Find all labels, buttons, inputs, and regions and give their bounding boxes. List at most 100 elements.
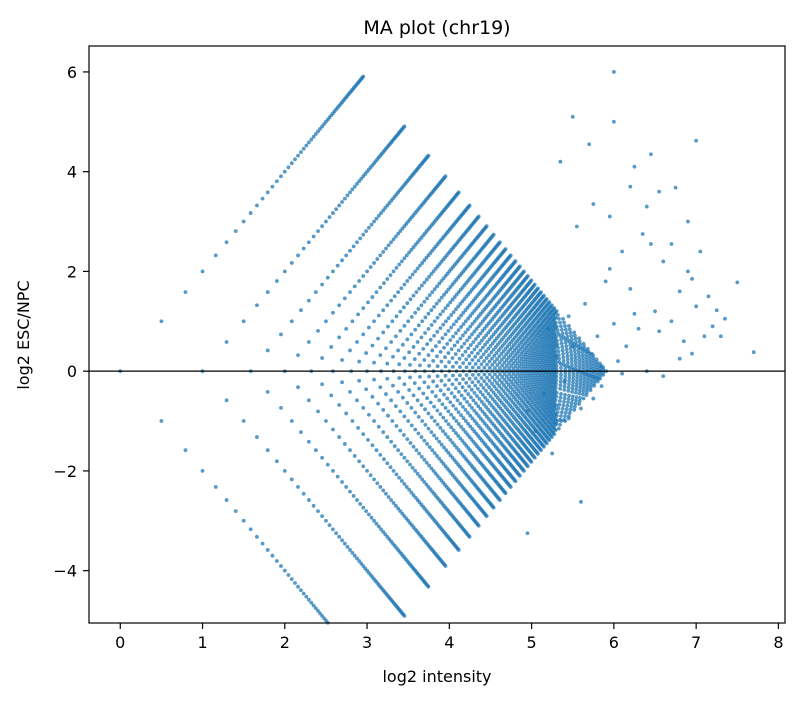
scatter-point [399, 479, 404, 483]
scatter-point [555, 410, 560, 414]
scatter-point [584, 360, 589, 365]
scatter-point [423, 407, 427, 412]
scatter-point [576, 351, 581, 355]
scatter-point [542, 391, 546, 396]
scatter-point [453, 352, 458, 357]
scatter-point [304, 594, 309, 599]
scatter-point [493, 393, 498, 398]
scatter-point [554, 360, 559, 364]
scatter-point [397, 262, 402, 267]
scatter-point [400, 342, 405, 347]
scatter-point [577, 388, 582, 393]
scatter-point [456, 410, 461, 415]
scatter-point [491, 390, 496, 395]
scatter-point [492, 360, 497, 364]
scatter-point [413, 327, 418, 332]
scatter-point [459, 345, 464, 349]
scatter-point [355, 498, 359, 502]
scatter-point [673, 185, 678, 190]
scatter-point [495, 375, 500, 380]
scatter-point [372, 219, 376, 224]
scatter-point [255, 303, 259, 308]
scatter-point [573, 404, 577, 409]
scatter-point [588, 359, 593, 364]
scatter-point [476, 414, 481, 418]
scatter-point [562, 396, 567, 401]
scatter-point [386, 324, 390, 329]
scatter-point [574, 364, 578, 369]
scatter-point [340, 258, 344, 263]
scatter-point [579, 406, 583, 411]
scatter-point [324, 518, 328, 523]
scatter-point [467, 361, 472, 366]
scatter-point [472, 419, 477, 423]
scatter-point [497, 240, 502, 245]
scatter-point [607, 214, 612, 219]
scatter-point [420, 319, 425, 324]
scatter-point [599, 364, 604, 369]
scatter-point [289, 161, 294, 166]
scatter-point [487, 378, 492, 383]
scatter-point [479, 399, 484, 404]
scatter-point [649, 242, 653, 246]
scatter-point [439, 459, 444, 464]
scatter-point [463, 430, 468, 435]
scatter-point [449, 347, 454, 352]
scatter-point [289, 577, 294, 582]
scatter-point [573, 401, 578, 406]
scatter-point [381, 430, 386, 435]
scatter-point [445, 341, 450, 346]
scatter-point [402, 455, 407, 460]
scatter-point [348, 190, 352, 195]
scatter-point [559, 414, 563, 418]
scatter-point [572, 330, 577, 335]
scatter-point [484, 356, 489, 360]
scatter-point [345, 193, 350, 198]
scatter-point [661, 374, 666, 379]
scatter-point [502, 360, 507, 365]
scatter-point [533, 429, 538, 433]
scatter-point [448, 300, 453, 305]
scatter-point [337, 403, 342, 407]
scatter-point [381, 488, 386, 493]
scatter-point [556, 349, 561, 354]
scatter-point [585, 379, 590, 383]
scatter-point [430, 448, 435, 453]
scatter-point [513, 479, 518, 484]
scatter-point [475, 394, 479, 398]
scatter-point [316, 609, 320, 613]
x-tick-label: 7 [691, 633, 701, 652]
scatter-point [565, 403, 570, 408]
scatter-point [342, 442, 347, 446]
scatter-point [435, 384, 439, 388]
scatter-point [485, 375, 489, 380]
scatter-point [446, 328, 451, 333]
scatter-point [472, 391, 477, 395]
scatter-point [325, 462, 330, 467]
scatter-point [296, 584, 300, 589]
scatter-point [482, 359, 487, 363]
scatter-point [438, 326, 443, 331]
scatter-point [476, 372, 481, 377]
y-axis-ticks: −4 −2 0 2 4 6 [53, 63, 89, 581]
scatter-point [454, 331, 458, 336]
chart-title: MA plot (chr19) [363, 17, 510, 39]
scatter-point [477, 341, 482, 346]
scatter-point [361, 232, 366, 237]
scatter-point [376, 313, 381, 318]
scatter-point [422, 280, 427, 285]
scatter-point [439, 442, 444, 447]
scatter-point [484, 333, 489, 338]
scatter-point [241, 219, 246, 224]
scatter-point [577, 402, 582, 406]
scatter-point [577, 363, 582, 368]
scatter-point [591, 361, 596, 366]
scatter-point [454, 360, 459, 365]
scatter-point [411, 345, 416, 349]
scatter-point [391, 237, 396, 242]
scatter-point [458, 436, 463, 441]
scatter-point [574, 340, 578, 344]
scatter-point [525, 464, 530, 469]
scatter-point [426, 426, 431, 431]
scatter-point [367, 225, 371, 230]
